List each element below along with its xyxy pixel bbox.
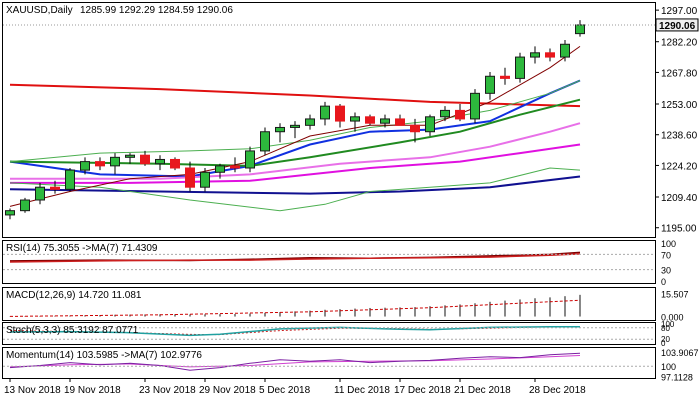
rsi-y-tick-label: 0 bbox=[661, 277, 666, 287]
bear-candle bbox=[140, 154, 150, 165]
x-axis-date-label: 29 Nov 2018 bbox=[199, 385, 256, 396]
price-y-tick-label: 1267.80 bbox=[661, 68, 698, 79]
bear-candle bbox=[335, 105, 345, 122]
x-axis-date-label: 21 Dec 2018 bbox=[454, 385, 511, 396]
bear-candle bbox=[365, 116, 375, 124]
rsi-line bbox=[9, 253, 581, 263]
bear-candle bbox=[230, 165, 240, 169]
bull-candle bbox=[215, 165, 225, 173]
bear-candle bbox=[410, 124, 420, 133]
stoch-label: Stoch(5,3,3) 85.3192 87.0771 bbox=[6, 325, 139, 336]
chart-ohlc: 1285.99 1292.29 1284.59 1290.06 bbox=[80, 5, 233, 16]
macd-y-tick-label: 0.000 bbox=[661, 313, 684, 323]
price-ma-line bbox=[10, 122, 581, 180]
bear-candle bbox=[170, 158, 180, 169]
price-pane bbox=[2, 2, 656, 238]
x-axis-date-label: 23 Nov 2018 bbox=[139, 385, 196, 396]
bull-candle bbox=[275, 126, 285, 133]
x-axis-date-label: 5 Dec 2018 bbox=[259, 385, 311, 396]
bear-candle bbox=[545, 52, 555, 58]
bull-candle bbox=[200, 171, 210, 188]
bull-candle bbox=[440, 109, 450, 118]
bull-candle bbox=[110, 156, 120, 167]
price-y-tick-label: 1297.00 bbox=[661, 6, 698, 17]
rsi-pane bbox=[2, 240, 656, 284]
price-ma-line bbox=[9, 79, 581, 178]
bull-candle bbox=[5, 210, 15, 216]
bull-candle bbox=[35, 186, 45, 201]
price-ma-line bbox=[10, 143, 581, 184]
bear-candle bbox=[95, 161, 105, 167]
bear-candle bbox=[455, 109, 465, 120]
bear-candle bbox=[500, 75, 510, 79]
macd-signal-line bbox=[9, 299, 581, 317]
price-y-tick-label: 1253.00 bbox=[661, 100, 698, 111]
macd-y-tick-label: 15.507 bbox=[661, 290, 689, 300]
price-ma-line bbox=[9, 175, 581, 195]
price-y-tick-label: 1195.00 bbox=[661, 224, 697, 235]
price-y-tick-label: 1282.20 bbox=[661, 38, 698, 49]
rsi-label: RSI(14) 75.3055 ->MA(7) 71.4309 bbox=[6, 243, 158, 254]
momentum-main-line bbox=[9, 352, 581, 371]
macd-label: MACD(12,26,9) 14.720 11.081 bbox=[6, 290, 142, 301]
bull-candle bbox=[470, 92, 480, 120]
momentum-y-tick-label: 97.1128 bbox=[661, 373, 693, 383]
bull-candle bbox=[80, 161, 90, 171]
current-price-label: 1290.06 bbox=[659, 21, 696, 32]
bear-candle bbox=[185, 167, 195, 188]
stoch-y-tick-label: 80 bbox=[661, 324, 670, 333]
momentum-label: Momentum(14) 103.5985 ->MA(7) 102.9776 bbox=[6, 350, 202, 361]
momentum-y-tick-label: 103.9067 bbox=[661, 348, 699, 358]
chart-symbol: XAUUSD,Daily bbox=[6, 5, 73, 16]
bull-candle bbox=[530, 52, 540, 58]
bull-candle bbox=[20, 199, 30, 212]
price-ma-line bbox=[9, 45, 581, 207]
bull-candle bbox=[290, 124, 300, 128]
bull-candle bbox=[155, 158, 165, 165]
current-price-tag bbox=[655, 18, 699, 32]
bear-candle bbox=[395, 118, 405, 126]
stoch-y-tick-label: 20 bbox=[661, 335, 670, 344]
bull-candle bbox=[305, 118, 315, 126]
x-axis-date-label: 28 Dec 2018 bbox=[529, 385, 586, 396]
rsi-y-tick-label: 70 bbox=[661, 250, 671, 260]
price-y-tick-label: 1238.60 bbox=[661, 131, 698, 142]
x-axis-date-label: 19 Nov 2018 bbox=[64, 385, 121, 396]
bull-candle bbox=[425, 116, 435, 133]
momentum-y-tick-label: 100 bbox=[661, 362, 676, 372]
bear-candle bbox=[50, 186, 60, 190]
bull-candle bbox=[320, 105, 330, 120]
bull-candle bbox=[65, 169, 75, 190]
stoch-y-tick-label: 100 bbox=[661, 320, 675, 329]
momentum-pane bbox=[2, 347, 656, 379]
price-y-tick-label: 1224.20 bbox=[661, 161, 698, 172]
price-y-tick-label: 1209.40 bbox=[661, 193, 698, 204]
rsi-y-tick-label: 30 bbox=[661, 266, 671, 276]
bull-candle bbox=[380, 118, 390, 124]
x-axis-date-label: 11 Dec 2018 bbox=[334, 385, 390, 396]
price-ma-line bbox=[9, 167, 581, 212]
stoch-signal-line bbox=[9, 326, 581, 336]
rsi-y-tick-label: 100 bbox=[661, 239, 676, 249]
bull-candle bbox=[350, 116, 360, 122]
stoch-main-line bbox=[9, 325, 581, 337]
bull-candle bbox=[260, 131, 270, 152]
bull-candle bbox=[515, 56, 525, 79]
x-axis-date-label: 17 Dec 2018 bbox=[394, 385, 451, 396]
bull-candle bbox=[245, 150, 255, 169]
bull-candle bbox=[125, 154, 135, 158]
x-axis-date-label: 13 Nov 2018 bbox=[4, 385, 61, 396]
bull-candle bbox=[575, 24, 585, 35]
bull-candle bbox=[560, 43, 570, 58]
stoch-y-tick-label: 0 bbox=[661, 339, 666, 348]
bull-candle bbox=[485, 75, 495, 94]
